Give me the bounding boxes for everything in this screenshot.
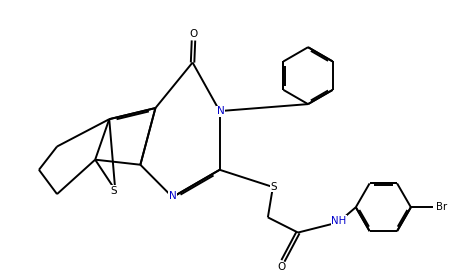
Text: N: N <box>217 106 224 116</box>
Text: S: S <box>271 181 277 191</box>
Text: Br: Br <box>436 202 447 212</box>
Text: N: N <box>169 191 176 201</box>
Text: NH: NH <box>331 216 347 225</box>
Text: S: S <box>111 186 117 196</box>
Text: O: O <box>189 29 197 39</box>
Text: O: O <box>277 262 286 272</box>
